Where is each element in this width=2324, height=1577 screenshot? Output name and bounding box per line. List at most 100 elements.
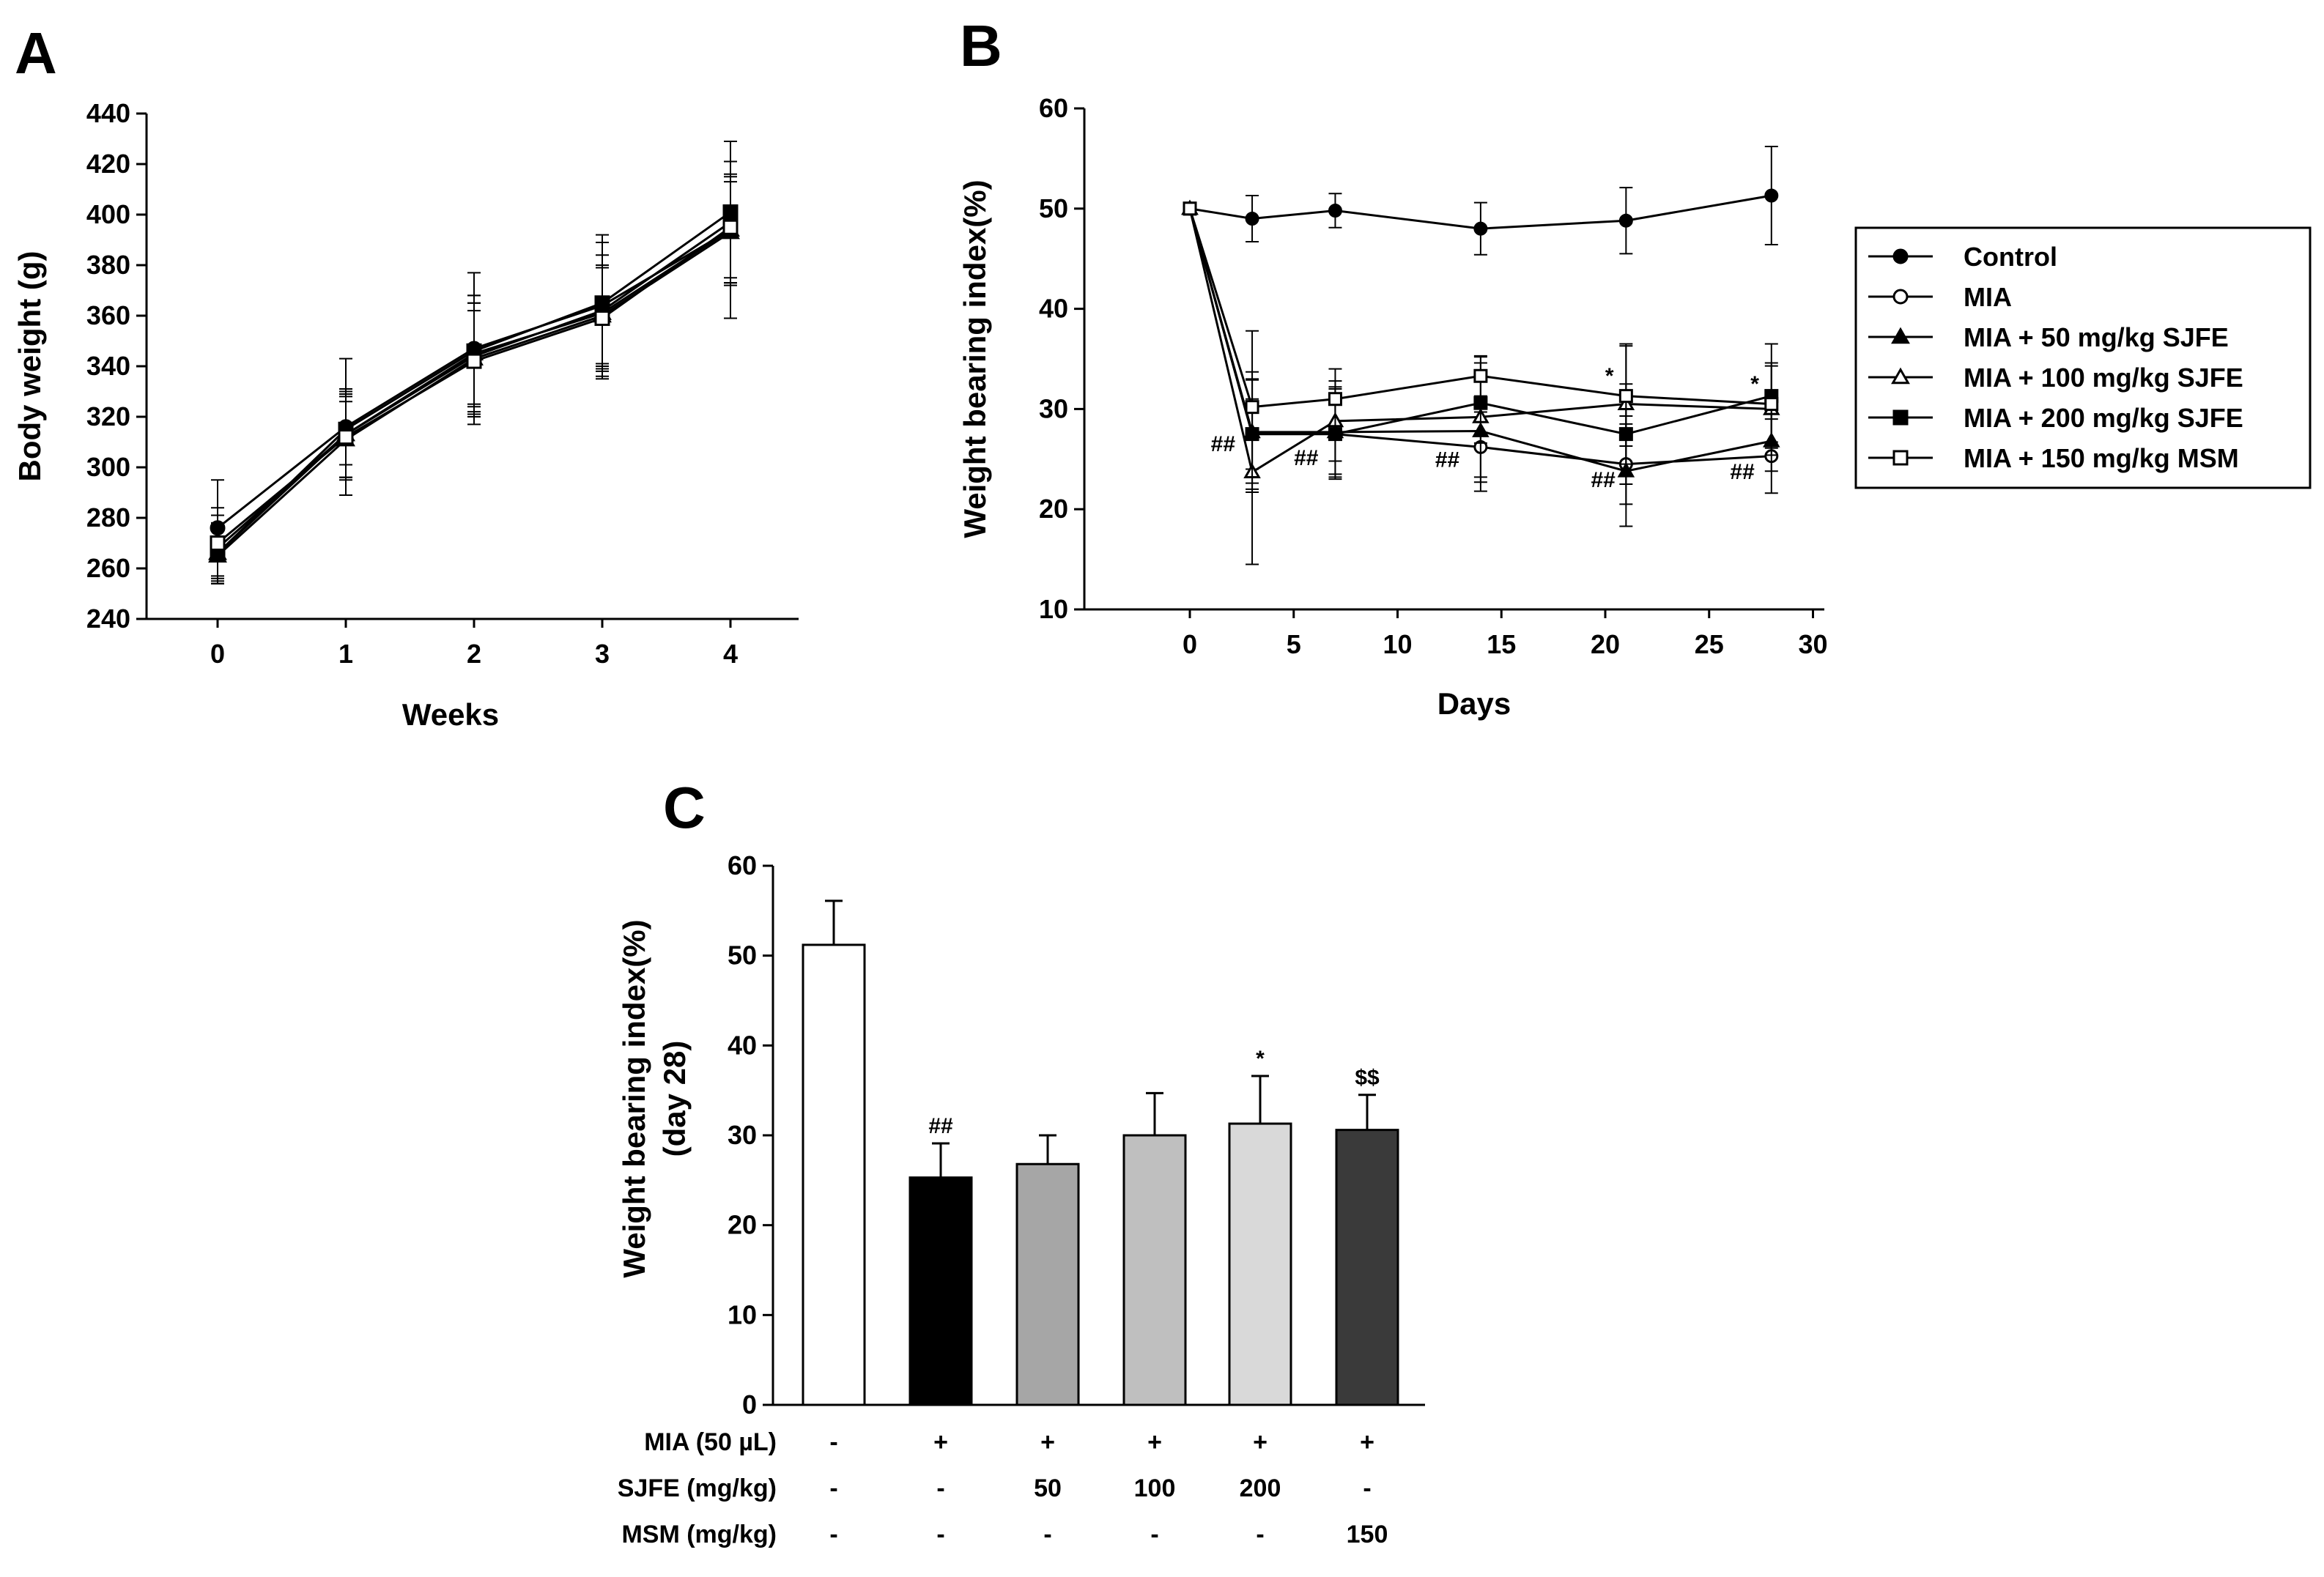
panel-b-data-point (1473, 221, 1488, 236)
legend-label: MIA + 200 mg/kg SJFE (1964, 403, 2243, 433)
panel-a-y-tick-label: 440 (86, 98, 130, 128)
panel-b-y-tick-label: 30 (1039, 393, 1068, 423)
panel-c-row-value: - (829, 1428, 837, 1456)
panel-c-bar (1122, 1134, 1187, 1406)
legend-label: MIA + 150 mg/kg MSM (1964, 443, 2239, 473)
panel-b-y-tick-label: 50 (1039, 193, 1068, 223)
legend-label: MIA + 100 mg/kg SJFE (1964, 363, 2243, 393)
panel-a-data-point (594, 310, 610, 326)
panel-b-data-point (1618, 213, 1633, 228)
panel-a-y-tick-label: 420 (86, 149, 130, 179)
panel-b-significance-marker: ## (1211, 432, 1236, 456)
panel-c-row-value: - (936, 1474, 944, 1502)
panel-b-data-point (1764, 188, 1779, 203)
panel-a-y-tick-label: 360 (86, 300, 130, 330)
legend-marker-mia (1892, 289, 1909, 305)
panel-b-data-point (1473, 396, 1488, 410)
panel-b-series-control (1183, 145, 1779, 256)
panel-b-x-tick-label: 20 (1591, 629, 1620, 659)
legend-box (1854, 226, 2312, 489)
panel-b-significance-marker: ## (1730, 460, 1755, 484)
panel-a-y-tick-label: 320 (86, 401, 130, 431)
panel-b-data-point (1245, 211, 1259, 226)
panel-c-bar (1015, 1162, 1080, 1406)
panel-b-x-tick-label: 30 (1798, 629, 1827, 659)
panel-b-significance-marker: ## (1435, 448, 1460, 472)
panel-b-y-tick-label: 40 (1039, 294, 1068, 324)
panel-c-y-tick-label: 10 (728, 1299, 757, 1329)
panel-c-row-value: + (1147, 1428, 1162, 1456)
panel-c-row-value: 100 (1134, 1474, 1176, 1502)
panel-b-y-tick-label: 60 (1039, 93, 1068, 123)
panel-c-row-value: - (829, 1474, 837, 1502)
panel-a-x-tick-label: 0 (210, 639, 225, 669)
panel-b-series-mia-150-mg-kg-msm (1183, 201, 1779, 484)
panel-c-significance-marker: ## (928, 1114, 953, 1138)
panel-c-row-label: MSM (mg/kg) (621, 1521, 777, 1548)
panel-b-x-tick-label: 5 (1287, 629, 1301, 659)
panel-c-y-tick-label: 60 (728, 850, 757, 880)
panel-c-row-value: - (1043, 1521, 1051, 1548)
panel-a: A Weeks Body weight (g) 2402602803003203… (12, 21, 799, 732)
panel-b: B Days Weight bearing index(%) 10 20 30 40 5… (958, 13, 2312, 721)
panel-c-row-value: - (936, 1521, 944, 1548)
panel-a-y-tick-label: 240 (86, 604, 130, 634)
panel-b-x-tick-label: 10 (1383, 629, 1412, 659)
panel-b-x-title: Days (1437, 686, 1511, 721)
panel-c-row-label: SJFE (mg/kg) (618, 1474, 777, 1502)
panel-b-data-point (1764, 397, 1779, 412)
legend-label: MIA + 50 mg/kg SJFE (1964, 322, 2229, 352)
panel-a-y-tick-label: 380 (86, 250, 130, 280)
panel-b-significance-marker: ## (1294, 446, 1319, 470)
panel-a-x-tick-label: 1 (338, 639, 353, 669)
legend-marker-mia-200-mg-kg-sjfe (1892, 409, 1909, 426)
panel-b-data-point (1618, 389, 1633, 404)
panel-b-series-line (1188, 208, 1772, 436)
panel-a-x-tick-label: 3 (595, 639, 610, 669)
panel-b-y-tick-label: 20 (1039, 494, 1068, 524)
panel-b-y-title: Weight bearing index(%) (958, 179, 992, 538)
panel-a-y-tick-label: 260 (86, 553, 130, 583)
legend-marker-mia-100-mg-kg-sjfe (1891, 367, 1910, 385)
panel-b-series-line (1189, 194, 1772, 230)
panel-c-label: C (663, 775, 706, 840)
panel-b-x-tick-label: 25 (1695, 629, 1724, 659)
panel-a-label: A (15, 21, 57, 86)
panel-b-label: B (960, 13, 1002, 78)
panel-c-significance-marker: * (1256, 1047, 1265, 1071)
panel-b-significance-marker: * (1750, 372, 1759, 396)
panel-c-row-value: + (1040, 1428, 1055, 1456)
panel-c-row-value: - (1150, 1521, 1158, 1548)
panel-c-row-value: 200 (1240, 1474, 1281, 1502)
panel-c-row-value: + (1360, 1428, 1374, 1456)
panel-c: C Weight bearing index(%) (day 28) 0 10 20… (617, 775, 1425, 1548)
panel-c-row-value: 50 (1034, 1474, 1062, 1502)
panel-c-row-value: - (1256, 1521, 1264, 1548)
panel-b-data-point (1473, 368, 1488, 383)
panel-c-row-value: - (829, 1521, 837, 1548)
legend-label: MIA (1964, 282, 2012, 312)
panel-c-bar (1335, 1129, 1399, 1406)
legend-marker-control (1892, 248, 1909, 264)
panel-b-significance-marker: ## (1591, 468, 1616, 492)
legend: Control MIA MIA + 50 mg/kg SJFE MIA + 100 m… (1854, 226, 2312, 489)
panel-c-row-value: + (933, 1428, 948, 1456)
panel-c-row-value: - (1363, 1474, 1371, 1502)
panel-b-data-point (1245, 400, 1259, 415)
panel-b-y-tick-label: 10 (1039, 594, 1068, 624)
panel-b-series-line (1188, 208, 1772, 409)
panel-b-significance-marker: * (1605, 364, 1614, 388)
panel-b-data-point (1328, 427, 1342, 442)
panel-a-y-tick-label: 400 (86, 199, 130, 229)
panel-c-y-tick-label: 50 (728, 940, 757, 971)
panel-b-data-point (1328, 392, 1342, 407)
panel-c-bar (908, 1176, 973, 1406)
panel-a-x-tick-label: 2 (467, 639, 481, 669)
legend-marker-mia-50-mg-kg-sjfe (1891, 327, 1910, 344)
panel-c-row-value: + (1253, 1428, 1268, 1456)
panel-a-x-tick-label: 4 (723, 639, 738, 669)
panel-c-row-value: 150 (1347, 1521, 1388, 1548)
panel-a-y-tick-label: 300 (86, 452, 130, 482)
panel-b-x-tick-label: 15 (1487, 629, 1516, 659)
panel-a-series-mia-150-mg-kg-msm (210, 176, 739, 579)
